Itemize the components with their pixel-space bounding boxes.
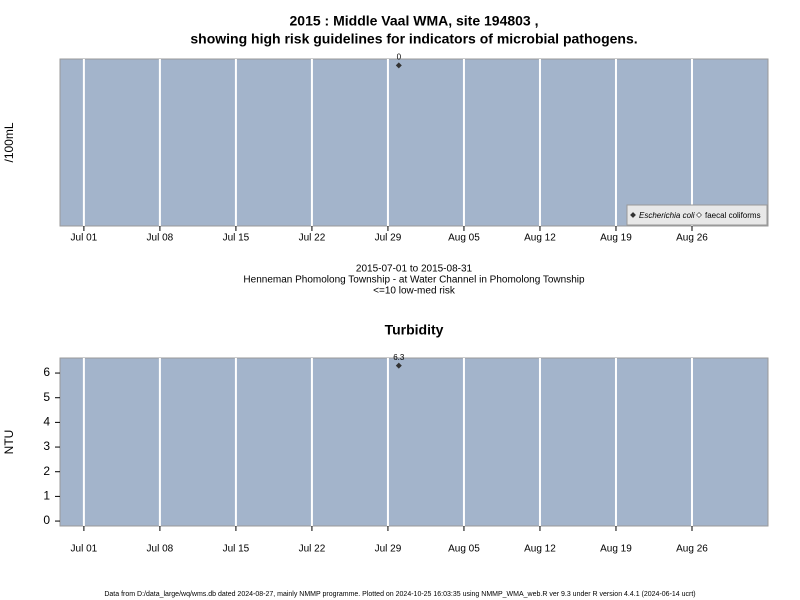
- note: 2015-07-01 to 2015-08-31: [356, 264, 473, 275]
- chart-title: 2015 : Middle Vaal WMA, site 194803 ,: [290, 13, 539, 29]
- data-point: [395, 62, 402, 69]
- note: <=10 low-med risk: [373, 286, 456, 297]
- chart-title: showing high risk guidelines for indicat…: [190, 31, 637, 47]
- chart-title: Turbidity: [385, 322, 444, 338]
- legend-label: Escherichia coli: [639, 211, 695, 220]
- y-tick-label: 1: [43, 489, 50, 503]
- x-tick-label: Aug 05: [448, 233, 480, 244]
- legend-marker: [696, 212, 702, 218]
- x-tick-label: Aug 26: [676, 233, 708, 244]
- plot-background: [59, 357, 769, 527]
- x-tick-label: Jul 29: [375, 233, 402, 244]
- legend-label: faecal coliforms: [705, 211, 761, 220]
- note: Henneman Phomolong Township - at Water C…: [243, 275, 585, 286]
- y-axis-label: NTU: [2, 430, 16, 455]
- x-tick-label: Jul 15: [223, 544, 250, 555]
- y-tick-label: 0: [43, 513, 50, 527]
- x-tick-label: Jul 08: [147, 233, 174, 244]
- y-tick-label: 6: [43, 365, 50, 379]
- x-tick-label: Jul 29: [375, 544, 402, 555]
- y-tick-label: 2: [43, 464, 50, 478]
- x-tick-label: Jul 22: [299, 544, 326, 555]
- y-tick-label: 4: [43, 415, 50, 429]
- plot-background: [59, 58, 769, 227]
- x-tick-label: Aug 05: [448, 544, 480, 555]
- data-label: 6.3: [393, 353, 405, 362]
- x-tick-label: Jul 01: [71, 233, 98, 244]
- x-tick-label: Jul 01: [71, 544, 98, 555]
- x-tick-label: Aug 12: [524, 233, 556, 244]
- x-tick-label: Aug 19: [600, 544, 632, 555]
- y-axis-label: /100mL: [2, 122, 16, 162]
- footer: Data from D:/data_large/wq/wms.db dated …: [104, 591, 695, 598]
- legend-marker: [630, 212, 636, 218]
- data-point: [395, 362, 402, 369]
- x-tick-label: Aug 12: [524, 544, 556, 555]
- y-tick-label: 5: [43, 390, 50, 404]
- y-tick-label: 3: [43, 439, 50, 453]
- x-tick-label: Jul 15: [223, 233, 250, 244]
- x-tick-label: Jul 22: [299, 233, 326, 244]
- x-tick-label: Aug 26: [676, 544, 708, 555]
- x-tick-label: Jul 08: [147, 544, 174, 555]
- x-tick-label: Aug 19: [600, 233, 632, 244]
- data-label: 0: [397, 53, 402, 62]
